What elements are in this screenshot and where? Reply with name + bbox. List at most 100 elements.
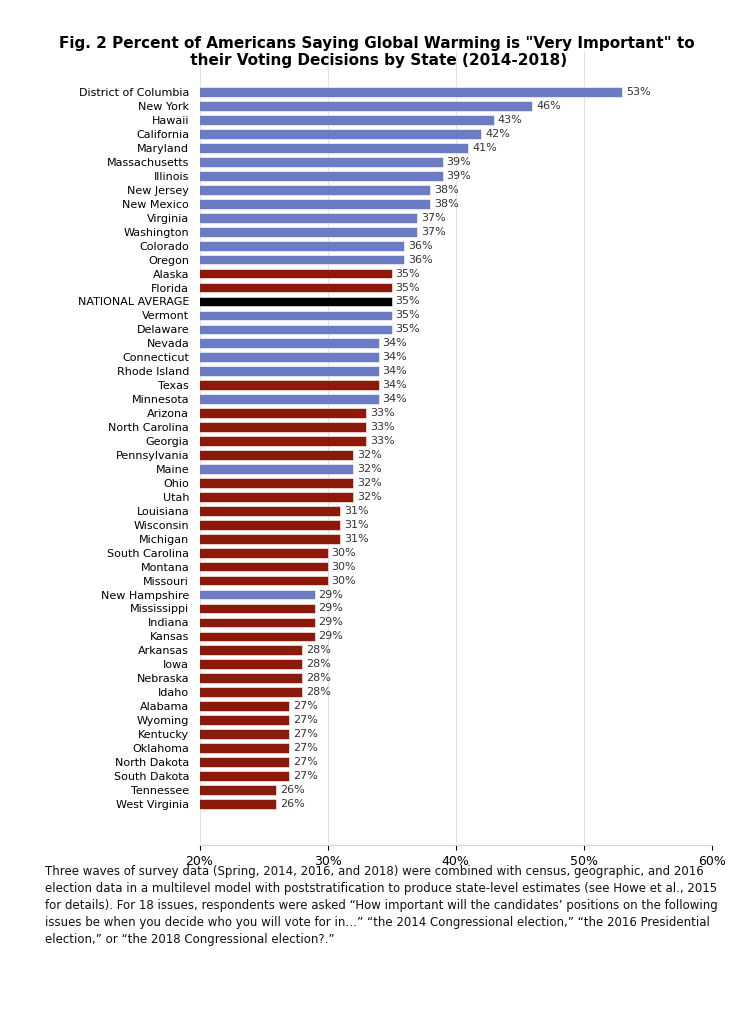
Text: 26%: 26% [280, 784, 305, 795]
Bar [0, 548, 328, 557]
Bar [0, 409, 366, 418]
Bar [0, 310, 392, 321]
Bar [0, 603, 315, 613]
Text: 30%: 30% [331, 575, 356, 586]
Bar [0, 743, 289, 753]
Bar [0, 380, 379, 390]
Bar [0, 464, 353, 474]
Text: 36%: 36% [408, 255, 433, 264]
Text: 39%: 39% [447, 171, 471, 181]
Bar [0, 241, 404, 251]
Text: 36%: 36% [408, 241, 433, 251]
Bar [0, 255, 404, 264]
Text: 33%: 33% [370, 409, 395, 418]
Bar [0, 701, 289, 711]
Bar [0, 715, 289, 725]
Text: 32%: 32% [357, 492, 382, 502]
Text: 46%: 46% [536, 101, 561, 112]
Bar [0, 185, 430, 195]
Bar [0, 101, 532, 111]
Bar [0, 757, 289, 767]
Bar [0, 785, 276, 795]
Bar [0, 394, 379, 404]
Text: 34%: 34% [383, 338, 407, 348]
Bar [0, 352, 379, 362]
Text: 34%: 34% [383, 394, 407, 404]
Text: 35%: 35% [395, 283, 420, 293]
Text: 38%: 38% [434, 199, 459, 209]
Text: Fig. 2 Percent of Americans Saying Global Warming is "Very Important" to
 their : Fig. 2 Percent of Americans Saying Globa… [59, 36, 694, 69]
Text: 27%: 27% [293, 771, 318, 781]
Text: 35%: 35% [395, 268, 420, 279]
Bar [0, 645, 302, 655]
Text: 33%: 33% [370, 436, 395, 446]
Text: 35%: 35% [395, 297, 420, 306]
Bar [0, 799, 276, 809]
Text: 27%: 27% [293, 715, 318, 725]
Text: 29%: 29% [319, 590, 343, 599]
Bar [0, 422, 366, 432]
Text: 28%: 28% [306, 687, 331, 697]
Bar [0, 283, 392, 293]
Bar [0, 492, 353, 502]
Text: 34%: 34% [383, 352, 407, 362]
Bar [0, 171, 443, 181]
Text: 42%: 42% [485, 129, 510, 139]
Text: 26%: 26% [280, 799, 305, 809]
Text: 27%: 27% [293, 701, 318, 711]
Bar [0, 213, 417, 222]
Text: 31%: 31% [344, 506, 369, 516]
Text: 41%: 41% [472, 143, 497, 153]
Bar [0, 562, 328, 571]
Text: 35%: 35% [395, 310, 420, 321]
Bar [0, 659, 302, 669]
Bar [0, 534, 340, 544]
Text: 32%: 32% [357, 450, 382, 460]
Text: 38%: 38% [434, 185, 459, 195]
Bar [0, 227, 417, 237]
Bar [0, 199, 430, 209]
Bar [0, 771, 289, 781]
Text: 27%: 27% [293, 743, 318, 753]
Bar [0, 339, 379, 348]
Bar [0, 632, 315, 641]
Text: 37%: 37% [421, 226, 446, 237]
Bar [0, 729, 289, 739]
Bar [0, 157, 443, 167]
Bar [0, 575, 328, 586]
Text: 27%: 27% [293, 729, 318, 739]
Bar [0, 674, 302, 683]
Bar [0, 268, 392, 279]
Text: 32%: 32% [357, 464, 382, 474]
Text: Three waves of survey data (Spring, 2014, 2016, and 2018) were combined with cen: Three waves of survey data (Spring, 2014… [45, 865, 718, 946]
Text: 37%: 37% [421, 213, 446, 223]
Text: 43%: 43% [498, 115, 523, 125]
Text: 28%: 28% [306, 659, 331, 670]
Text: 33%: 33% [370, 422, 395, 432]
Text: 34%: 34% [383, 380, 407, 390]
Text: 28%: 28% [306, 645, 331, 655]
Text: 30%: 30% [331, 561, 356, 571]
Bar [0, 506, 340, 516]
Bar [0, 297, 392, 306]
Bar [0, 129, 481, 139]
Bar [0, 520, 340, 529]
Text: 53%: 53% [626, 87, 651, 97]
Text: 32%: 32% [357, 478, 382, 487]
Bar [0, 590, 315, 599]
Bar [0, 367, 379, 376]
Text: 30%: 30% [331, 548, 356, 558]
Text: 35%: 35% [395, 325, 420, 335]
Text: 27%: 27% [293, 757, 318, 767]
Text: 29%: 29% [319, 603, 343, 613]
Text: 28%: 28% [306, 673, 331, 683]
Bar [0, 436, 366, 445]
Bar [0, 143, 468, 153]
Text: 29%: 29% [319, 632, 343, 641]
Text: 29%: 29% [319, 617, 343, 628]
Text: 34%: 34% [383, 367, 407, 376]
Bar [0, 687, 302, 697]
Bar [0, 451, 353, 460]
Bar [0, 325, 392, 334]
Text: 31%: 31% [344, 534, 369, 544]
